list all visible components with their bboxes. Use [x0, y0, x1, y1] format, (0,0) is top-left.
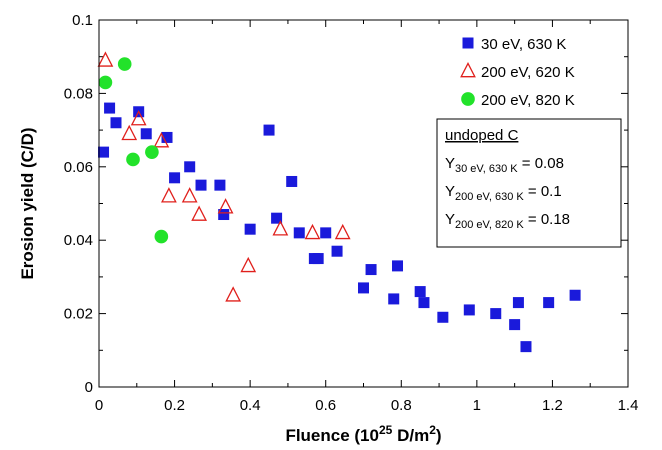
- annotation-heading: undoped C: [445, 127, 519, 144]
- legend-label: 200 eV, 620 K: [481, 64, 575, 81]
- data-point-triangle: [240, 256, 257, 273]
- data-point-circle: [145, 145, 159, 159]
- data-point-triangle: [272, 220, 289, 236]
- annotation-box: undoped C Y30 eV, 630 K = 0.08 Y200 eV, …: [436, 118, 622, 248]
- legend-label: 200 eV, 820 K: [481, 92, 575, 109]
- data-point-square: [437, 311, 449, 323]
- data-point-square: [293, 227, 305, 239]
- data-point-square: [358, 282, 369, 294]
- data-point-circle: [98, 75, 113, 90]
- data-point-square: [169, 172, 181, 184]
- data-point-square: [98, 146, 110, 158]
- x-tick-label: 1.4: [618, 397, 639, 414]
- data-point-square: [331, 245, 343, 257]
- data-point-circle: [117, 57, 132, 71]
- series-square: [98, 102, 581, 353]
- series-circle: [98, 57, 169, 244]
- data-point-circle: [126, 152, 140, 167]
- data-point-circle: [154, 229, 169, 244]
- data-point-square: [543, 297, 555, 309]
- annotation-line: Y30 eV, 630 K = 0.08: [445, 155, 564, 175]
- legend: 30 eV, 630 K 200 eV, 620 K 200 eV, 820 K: [460, 36, 575, 109]
- legend-marker-square: [462, 37, 474, 49]
- data-point-square: [392, 260, 404, 272]
- data-point-triangle: [97, 51, 114, 67]
- x-axis-label: Fluence (1025 D/m2): [285, 423, 441, 445]
- data-point-square: [271, 212, 283, 224]
- data-point-triangle: [304, 223, 321, 240]
- series-triangle: [97, 51, 351, 302]
- data-point-square: [286, 175, 298, 187]
- data-point-triangle: [130, 110, 147, 126]
- data-point-triangle: [121, 124, 138, 141]
- y-tick-labels: 0 0.02 0.04 0.06 0.08 0.1: [64, 12, 93, 396]
- y-tick-label: 0.06: [64, 159, 93, 176]
- x-tick-label: 0: [95, 397, 103, 414]
- x-tick-label: 0.8: [391, 397, 412, 414]
- annotation-frame: [436, 118, 622, 248]
- annotation-line: Y200 eV, 820 K = 0.18: [445, 211, 570, 231]
- data-point-square: [418, 297, 430, 309]
- y-tick-label: 0.02: [64, 306, 93, 323]
- y-tick-label: 0.1: [72, 12, 93, 29]
- annotation-line: Y200 eV, 630 K = 0.1: [445, 183, 562, 203]
- data-point-triangle: [225, 286, 242, 302]
- axis-ticks: [98, 19, 629, 388]
- data-point-square: [312, 253, 324, 265]
- legend-label: 30 eV, 630 K: [481, 36, 566, 53]
- data-point-square: [161, 131, 173, 143]
- data-point-square: [388, 293, 400, 305]
- x-tick-label: 0.6: [315, 397, 336, 414]
- data-point-square: [263, 124, 275, 136]
- data-point-square: [244, 223, 256, 235]
- legend-marker-circle: [461, 92, 475, 106]
- legend-marker-triangle: [460, 61, 476, 78]
- data-point-square: [490, 308, 502, 320]
- x-tick-label: 0.2: [164, 397, 185, 414]
- data-point-square: [104, 102, 116, 114]
- x-tick-labels: 0 0.2 0.4 0.6 0.8 1 1.2 1.4: [95, 397, 639, 414]
- data-point-triangle: [153, 132, 170, 148]
- data-point-square: [140, 128, 152, 140]
- data-point-square: [195, 179, 207, 191]
- data-point-triangle: [161, 187, 177, 203]
- data-point-triangle: [181, 187, 198, 203]
- data-point-square: [569, 289, 581, 301]
- data-point-triangle: [191, 205, 208, 221]
- data-point-square: [320, 227, 332, 239]
- data-point-triangle: [217, 198, 234, 214]
- data-point-square: [512, 297, 524, 309]
- x-tick-label: 1.2: [542, 397, 563, 414]
- data-point-square: [520, 341, 532, 353]
- x-tick-label: 1: [473, 397, 481, 414]
- data-point-square: [110, 117, 122, 129]
- data-point-square: [184, 161, 196, 173]
- y-tick-label: 0: [85, 379, 93, 396]
- data-point-square: [365, 264, 377, 276]
- y-tick-label: 0.04: [64, 232, 93, 249]
- plot-area-frame: [98, 19, 629, 388]
- data-point-square: [509, 319, 521, 331]
- data-point-triangle: [334, 223, 351, 240]
- y-axis-label: Erosion yield (C/D): [18, 127, 37, 279]
- x-tick-label: 0.4: [240, 397, 261, 414]
- data-point-square: [414, 286, 426, 298]
- data-points: [97, 51, 581, 353]
- data-point-square: [214, 179, 226, 191]
- y-tick-label: 0.08: [64, 85, 93, 102]
- data-point-square: [218, 209, 230, 221]
- data-point-square: [463, 304, 475, 316]
